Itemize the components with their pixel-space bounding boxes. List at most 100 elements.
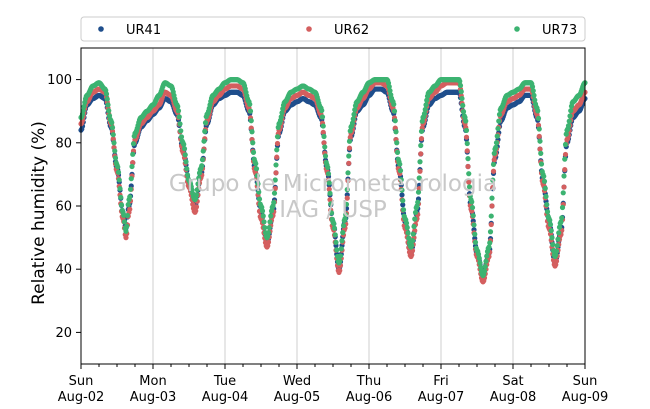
data-point <box>495 125 501 132</box>
x-axis: SunAug-02MonAug-03TueAug-04WedAug-05ThuA… <box>58 364 608 405</box>
data-point <box>328 210 335 216</box>
data-point <box>418 136 425 142</box>
data-point <box>543 193 549 200</box>
data-point <box>130 151 136 157</box>
data-point <box>81 103 87 110</box>
data-point <box>325 164 331 170</box>
data-point <box>190 201 196 207</box>
data-point <box>457 82 464 89</box>
data-point <box>130 160 136 166</box>
data-point <box>400 202 406 208</box>
data-point <box>323 159 329 166</box>
data-point <box>416 175 422 181</box>
data-point <box>272 177 278 183</box>
y-tick-label: 40 <box>55 263 72 278</box>
data-point <box>413 205 419 211</box>
data-point <box>127 186 134 192</box>
data-point <box>319 107 325 114</box>
data-point <box>247 101 253 107</box>
data-point <box>529 84 536 90</box>
data-point <box>117 186 123 192</box>
data-points <box>78 77 588 285</box>
data-point <box>406 235 412 241</box>
data-point <box>557 220 563 226</box>
data-point <box>113 160 119 166</box>
data-point <box>271 199 277 206</box>
data-point <box>488 221 494 228</box>
data-point <box>466 179 472 185</box>
data-point <box>341 217 347 224</box>
data-point <box>266 225 272 231</box>
data-point <box>459 95 465 102</box>
data-point <box>339 238 345 244</box>
data-point <box>181 141 187 148</box>
data-point <box>561 184 567 190</box>
data-point <box>404 225 410 231</box>
data-point <box>183 159 189 165</box>
data-point <box>547 221 554 228</box>
data-point <box>418 142 424 149</box>
data-point <box>337 253 344 259</box>
data-point <box>121 212 127 218</box>
legend-marker <box>306 26 312 32</box>
data-point <box>559 215 565 221</box>
data-point <box>193 208 199 214</box>
data-point <box>346 138 353 144</box>
data-point <box>272 185 278 192</box>
data-point <box>262 225 268 231</box>
data-point <box>103 91 110 97</box>
data-point <box>559 204 566 211</box>
legend-items: UR41 UR62 UR73 <box>98 23 577 38</box>
data-point <box>555 236 561 242</box>
legend-label: UR62 <box>334 23 369 38</box>
data-point <box>274 134 281 140</box>
data-point <box>472 239 479 245</box>
data-point <box>268 213 274 219</box>
data-point <box>489 195 495 201</box>
data-point <box>178 134 185 140</box>
data-point <box>331 220 337 227</box>
data-point <box>556 224 563 230</box>
legend-marker <box>514 26 520 32</box>
x-tick-label-day: Wed <box>283 374 311 389</box>
data-point <box>110 132 116 138</box>
data-point <box>548 228 554 234</box>
data-point <box>199 163 205 169</box>
data-point <box>347 134 353 140</box>
data-point <box>465 156 471 162</box>
data-point <box>482 263 488 270</box>
data-point <box>195 181 201 187</box>
data-point <box>273 162 279 168</box>
data-point <box>109 124 116 131</box>
data-point <box>460 102 466 109</box>
data-point <box>253 166 260 172</box>
data-point <box>118 194 124 200</box>
data-point <box>346 145 353 151</box>
data-point <box>464 140 470 147</box>
data-point <box>253 161 259 167</box>
data-point <box>496 111 503 118</box>
data-point <box>395 156 401 162</box>
data-point <box>403 220 410 226</box>
data-point <box>278 114 284 120</box>
data-point <box>184 172 191 178</box>
x-tick-label-day: Fri <box>433 374 449 389</box>
data-point <box>398 182 404 188</box>
data-point <box>561 173 567 179</box>
data-point <box>541 178 548 184</box>
data-point <box>422 106 428 113</box>
data-point <box>566 118 572 124</box>
data-point <box>202 120 209 126</box>
data-point <box>567 113 573 119</box>
data-point <box>418 151 424 157</box>
data-point <box>399 192 405 198</box>
data-point <box>536 133 542 139</box>
data-point <box>487 229 494 235</box>
x-tick-label-day: Tue <box>213 374 236 389</box>
data-point <box>410 231 416 237</box>
data-point <box>461 113 467 119</box>
data-point <box>415 199 421 205</box>
data-point <box>469 204 476 211</box>
data-point <box>536 126 542 132</box>
watermark-line-2: IAG / USP <box>279 197 387 223</box>
